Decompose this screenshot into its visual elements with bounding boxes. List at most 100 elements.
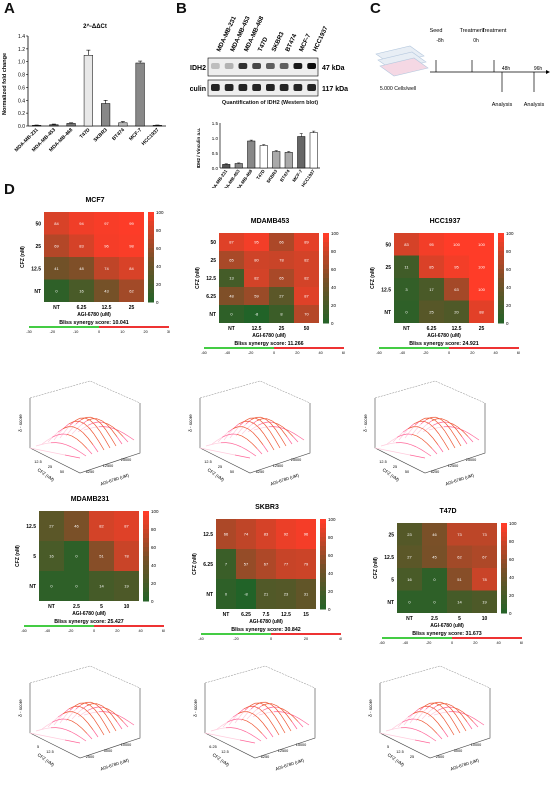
y-tick-label: 1.5	[212, 121, 219, 126]
surface-mesh-line	[256, 705, 263, 710]
cell-value: 7	[225, 562, 228, 567]
surface-mesh-line	[448, 426, 455, 428]
color-scale-segment	[320, 586, 326, 592]
surface-mesh-line	[433, 427, 440, 435]
surface-mesh-line	[240, 729, 247, 733]
surface-mesh-line	[432, 422, 439, 426]
color-scale-segment	[148, 243, 154, 249]
cell-value: -8	[244, 592, 248, 597]
x-tick-label: 25	[129, 305, 135, 311]
cell-value: 70	[304, 312, 309, 317]
heatmap-cell	[419, 300, 444, 323]
bliss-tick-label: -20	[423, 351, 429, 355]
x-tick-label: 10	[482, 616, 488, 622]
vinculin-blot-strip	[207, 79, 319, 97]
y-tick-label: 12.5	[26, 524, 36, 530]
surface-mesh-line	[380, 444, 387, 447]
heatmap-cell	[269, 251, 294, 269]
heatmap-cell	[472, 523, 497, 546]
x-tick-label: 10000	[121, 743, 132, 747]
surface-mesh-line	[238, 708, 245, 714]
cell-value: 83	[79, 243, 84, 248]
surface-mesh-line	[246, 438, 253, 444]
lane-label: HCC1937	[312, 25, 330, 53]
surface-mesh-line	[425, 734, 432, 738]
surface-mesh-line	[408, 712, 415, 719]
surface-mesh-line	[69, 455, 76, 458]
surface-mesh-line	[440, 701, 447, 705]
surface-mesh-line	[110, 722, 117, 732]
surface-mesh-line	[89, 419, 96, 426]
surface-mesh-line	[58, 712, 65, 719]
surface-mesh-line	[445, 704, 452, 710]
surface-mesh-line	[394, 451, 401, 454]
bliss-tick-label: 20	[144, 330, 148, 334]
y-tick-label: 50	[60, 470, 64, 474]
surface-mesh-line	[472, 721, 479, 728]
cell-value: 16	[407, 577, 412, 582]
surface-mesh-line	[461, 436, 468, 445]
cell-value: 100	[478, 287, 485, 292]
timeline-time-label: -8h	[436, 38, 443, 44]
x-axis-label: AGI-6780 (uM)	[275, 757, 305, 771]
surface-mesh-line	[379, 732, 386, 735]
surface-mesh-line	[46, 437, 53, 441]
color-scale-segment	[323, 273, 329, 279]
surface-mesh-line	[229, 453, 236, 456]
surface-mesh-line	[221, 434, 228, 438]
surface-mesh-line	[453, 711, 460, 713]
heatmap-cell	[89, 511, 114, 541]
surface-mesh-line	[56, 718, 63, 721]
cell-value: 3	[405, 287, 408, 292]
y-axis-label: CFZ (nM)	[192, 553, 198, 575]
y-tick-label: 50	[230, 470, 234, 474]
heatmap-title: HCC1937	[430, 218, 461, 225]
surface-mesh-line	[233, 423, 240, 429]
heatmap-cell	[64, 541, 89, 571]
bliss-tick-label: 60	[162, 629, 165, 633]
surface-mesh-line	[411, 433, 418, 437]
heatmap-cell	[294, 287, 319, 305]
cell-value: 80	[254, 258, 259, 263]
surface-mesh-line	[45, 442, 52, 444]
surface-mesh-line	[424, 702, 431, 707]
color-scale-segment	[148, 266, 154, 271]
surface-mesh-line	[77, 713, 84, 718]
x-tick-label: 12.5	[281, 612, 291, 618]
surface-mesh-line	[409, 454, 416, 457]
color-scale-segment	[501, 599, 507, 605]
surface-mesh-line	[291, 721, 298, 730]
x-tick-label: BT474	[111, 127, 126, 142]
heatmap-skbr3: SKBR3 66 74 83 92 96 7 57 67 77 79 0 -8 21 23 31 12.5 6.2…	[192, 504, 342, 641]
surface-mesh-line	[433, 708, 440, 714]
bliss-score: Bliss synergy score: 11.266	[234, 341, 303, 347]
heatmap-cell	[119, 212, 144, 235]
surface-mesh-line	[455, 714, 462, 723]
surface-mesh-line	[409, 425, 416, 432]
x-tick-label: 25	[479, 326, 485, 332]
surface-mesh-line	[414, 739, 421, 742]
surface-mesh-line	[204, 732, 211, 735]
vinculin-row-label: Vinculin	[190, 86, 206, 93]
surface-mesh-line	[274, 439, 281, 449]
color-scale-segment	[501, 572, 507, 578]
color-scale-segment	[148, 257, 154, 262]
timeline-event-label: Treatment	[482, 28, 507, 34]
cell-value: 99	[129, 221, 134, 226]
y-tick-label: NT	[387, 600, 394, 606]
surface-mesh-line	[390, 728, 397, 730]
heatmap-cell	[394, 233, 419, 256]
heatmap-cell	[472, 545, 497, 568]
heatmap-cell	[296, 579, 316, 609]
surface-mesh-line	[252, 713, 259, 718]
cell-value: 17	[429, 287, 434, 292]
surface-mesh-line	[468, 715, 475, 719]
surface-mesh-line	[444, 431, 451, 440]
surface-mesh-line	[425, 704, 432, 710]
y-tick-label: 5	[37, 745, 39, 749]
analysis-label: Analysis	[524, 102, 545, 108]
surface-mesh-line	[74, 741, 81, 744]
surface-box	[204, 683, 316, 759]
x-tick-label: MCF-7	[128, 127, 143, 142]
bliss-tick-label: -60	[376, 351, 382, 355]
